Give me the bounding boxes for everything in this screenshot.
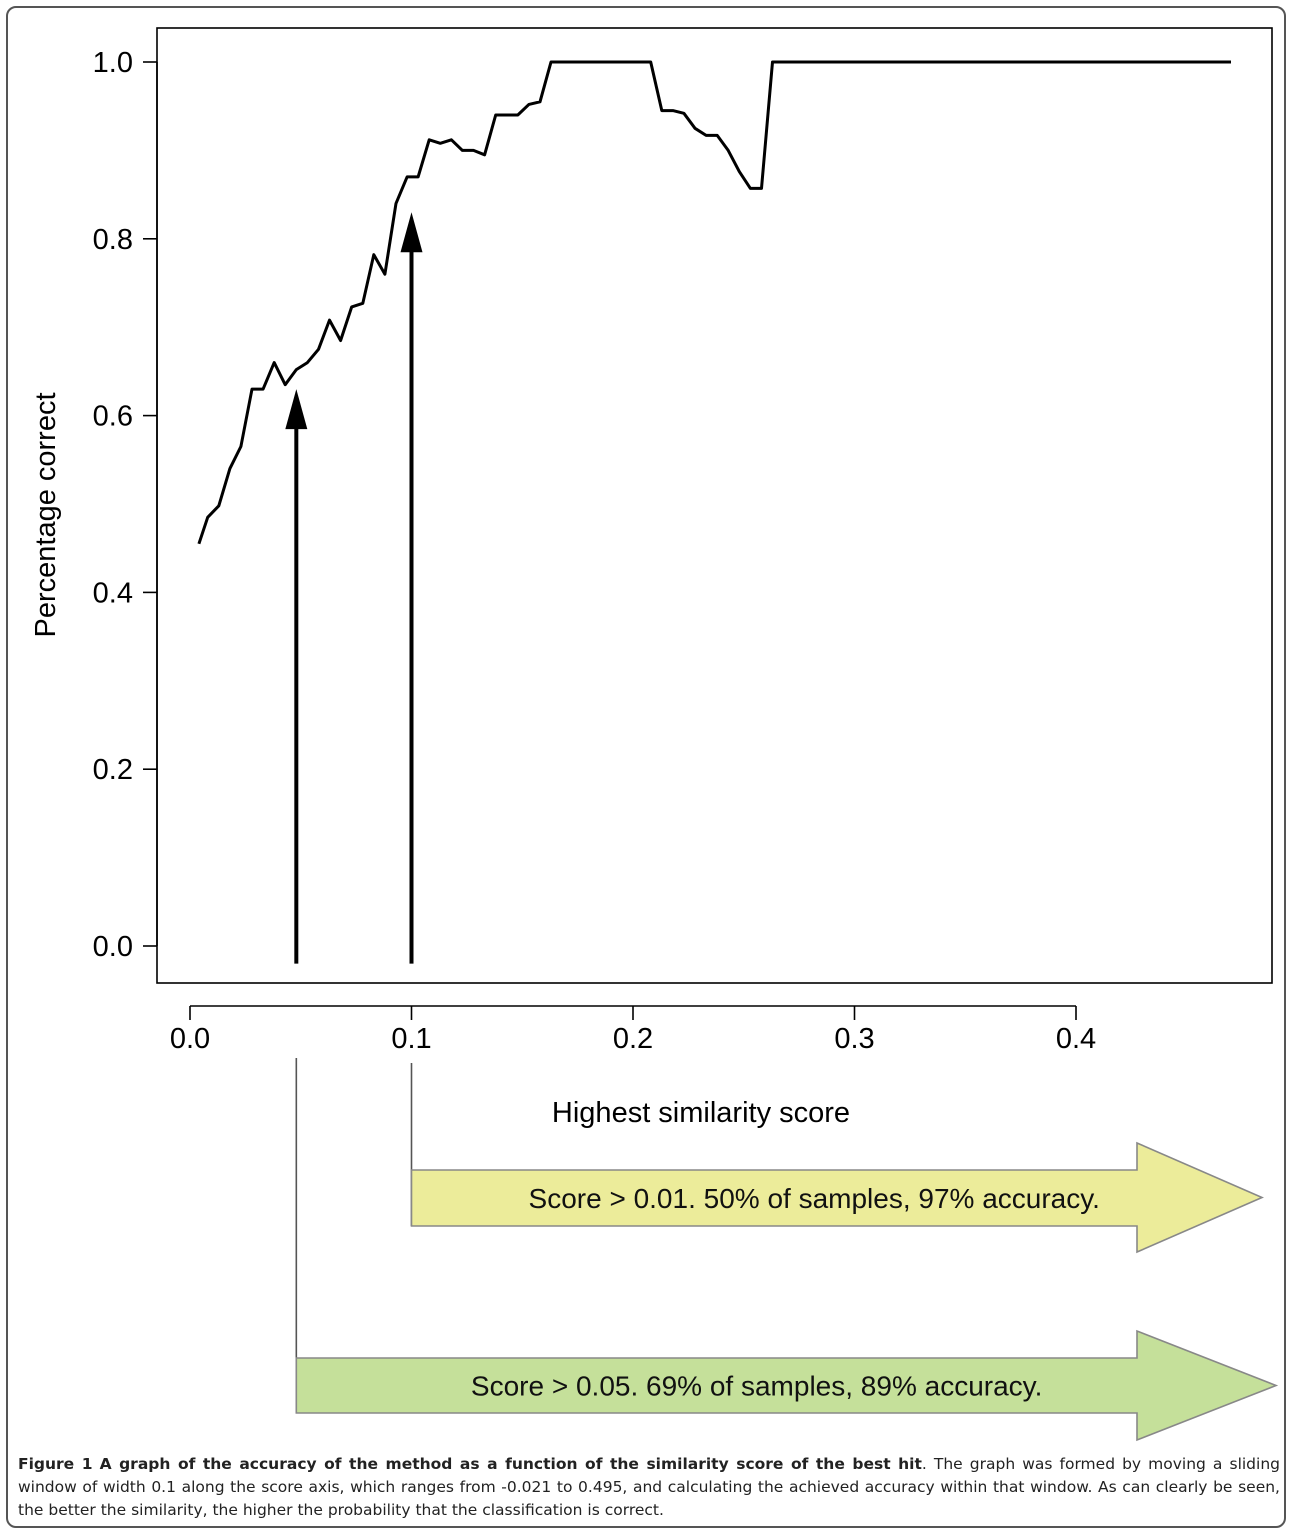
series-layer [197,60,1231,545]
x-tick-label: 0.1 [391,1023,431,1055]
y-tick-label: 0.4 [93,577,133,609]
x-tick-label: 0.2 [613,1023,653,1055]
x-tick-label: 0.4 [1056,1023,1096,1055]
y-tick-label: 0.2 [93,754,133,786]
x-axis: 0.0 0.1 0.2 0.3 0.4 [170,1005,1096,1055]
y-tick-label: 0.8 [93,224,133,256]
y-tick-label: 0.0 [93,931,133,963]
annotation-arrow-head [285,389,308,430]
y-tick-label: 0.6 [93,401,133,433]
caption-title: A graph of the accuracy of the method as… [99,1455,922,1473]
callout-text: Score > 0.05. 69% of samples, 89% accura… [471,1371,1042,1402]
annotation-arrow-head [400,212,423,253]
callout-arrow [295,1329,1279,1442]
callout-text: Score > 0.01. 50% of samples, 97% accura… [529,1183,1100,1214]
x-tick-label: 0.3 [834,1023,874,1055]
figure-caption: Figure 1 A graph of the accuracy of the … [18,1453,1280,1522]
series-line [197,60,1231,545]
figure-frame [6,6,1286,1528]
y-tick-label: 1.0 [93,47,133,79]
accuracy-chart: 0.0 0.2 0.4 0.6 0.8 1.0 0.0 0.1 0.2 0.3 0.4 Perce… [30,27,1279,1442]
caption-text: . The graph was formed by moving a slidi… [18,1455,1280,1519]
x-axis-label: Highest similarity score [552,1097,850,1129]
caption-label: Figure 1 [18,1455,93,1473]
y-axis-label: Percentage correct [30,392,62,637]
callout-arrow [410,1141,1265,1254]
x-tick-label: 0.0 [170,1023,210,1055]
callout-layer: Score > 0.01. 50% of samples, 97% accura… [295,1058,1279,1442]
y-axis: 0.0 0.2 0.4 0.6 0.8 1.0 [93,47,158,963]
annotation-layer [285,212,423,964]
plot-box [156,27,1273,984]
